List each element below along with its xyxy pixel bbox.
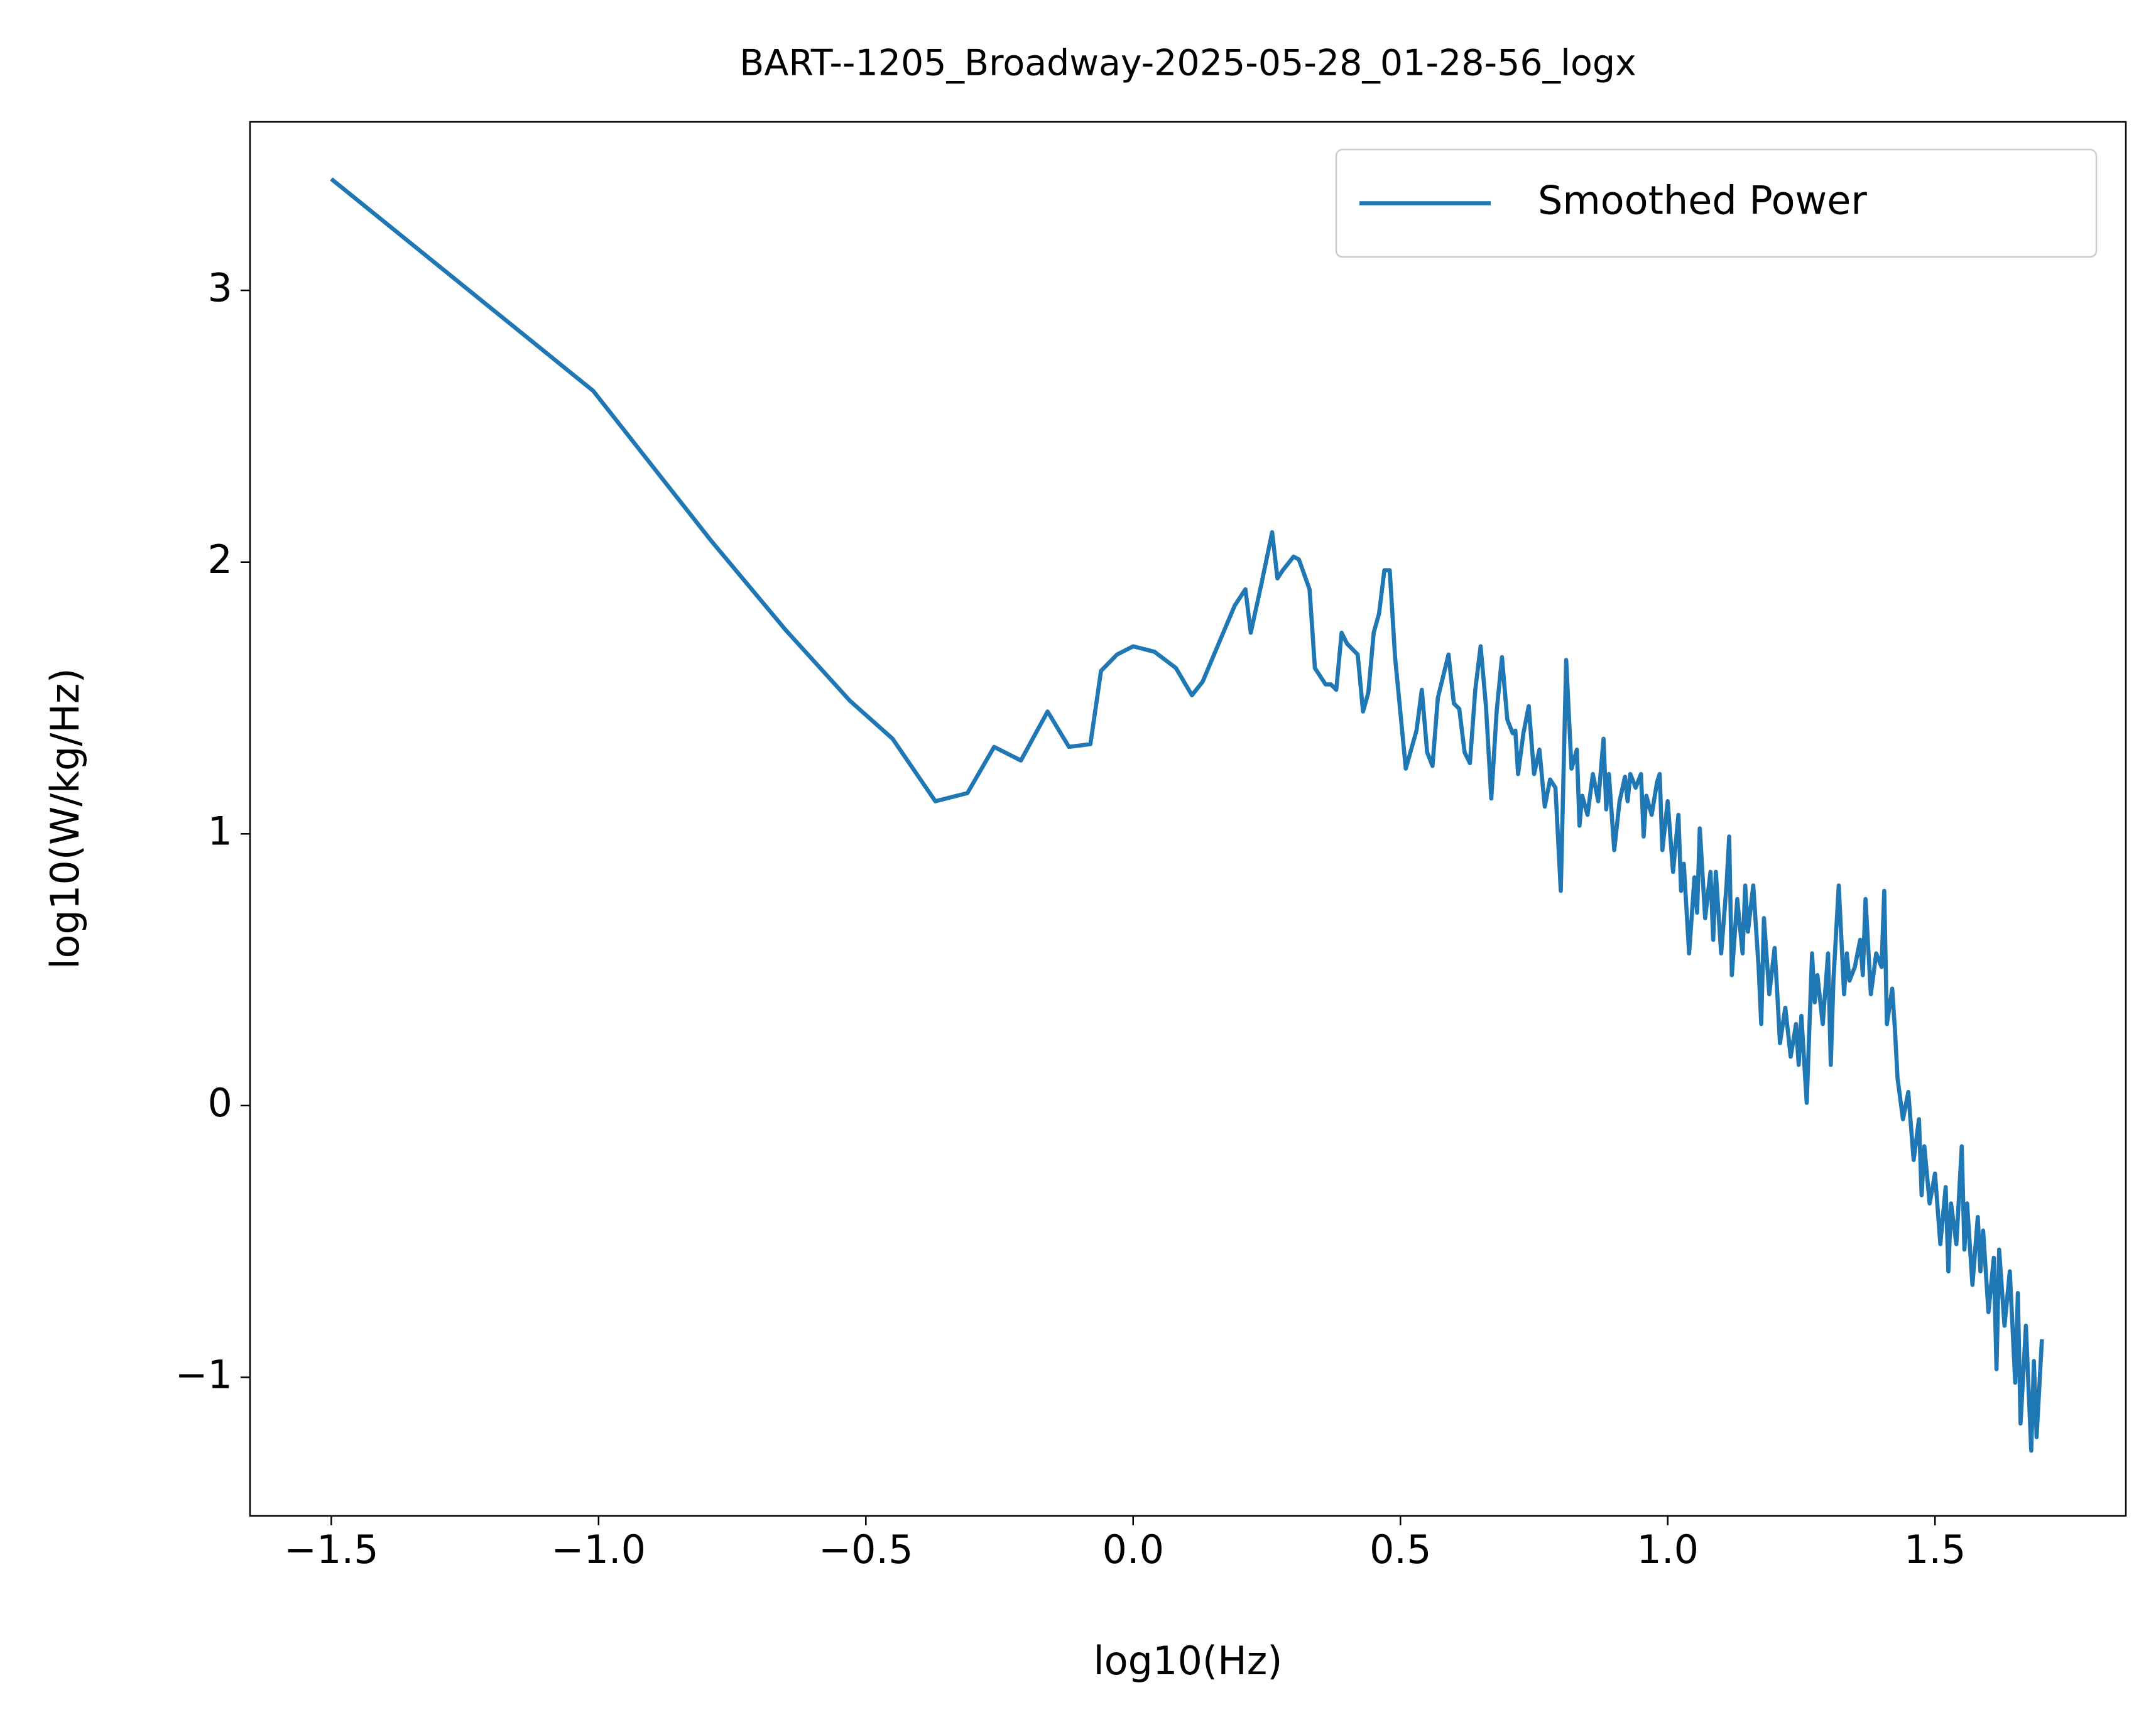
x-tick-label: −0.5: [819, 1527, 913, 1572]
legend-box: [1335, 148, 2098, 258]
y-tick-label: −1: [175, 1351, 232, 1397]
x-tick-label: 1.0: [1636, 1527, 1699, 1572]
x-tick-label: 0.0: [1102, 1527, 1164, 1572]
x-tick-label: 1.5: [1904, 1527, 1966, 1572]
legend-label: Smoothed Power: [1538, 178, 1867, 224]
y-tick-label: 3: [208, 264, 232, 310]
plot-frame: [249, 121, 2127, 1517]
y-tick-label: 2: [208, 537, 232, 582]
x-tick-label: −1.5: [284, 1527, 379, 1572]
y-axis-label: log10(W/kg/Hz): [42, 668, 88, 969]
y-tick-label: 0: [208, 1080, 232, 1126]
x-tick-label: 0.5: [1369, 1527, 1432, 1572]
chart-title: BART--1205_Broadway-2025-05-28_01-28-56_…: [739, 43, 1636, 84]
x-tick-label: −1.0: [552, 1527, 646, 1572]
y-tick-label: 1: [208, 808, 232, 854]
x-axis-label: log10(Hz): [1094, 1638, 1283, 1684]
data-line: [330, 177, 2044, 1453]
